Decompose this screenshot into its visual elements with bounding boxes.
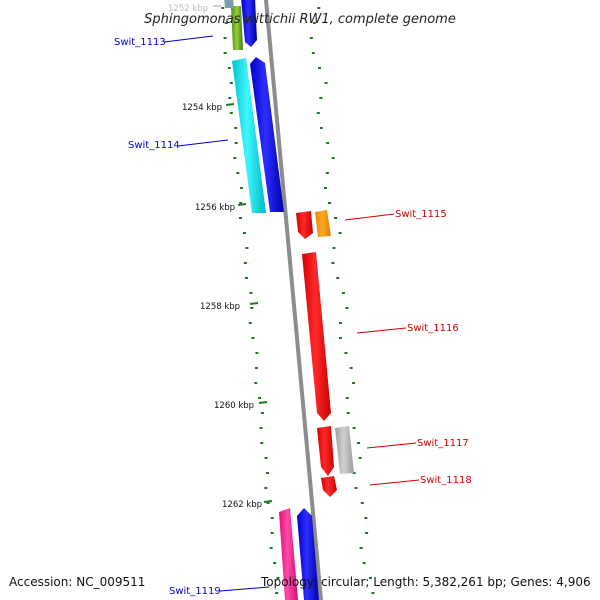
gene-label-swit-1118[interactable]: Swit_1118 (420, 475, 472, 486)
gc-content-track-inner (221, 7, 280, 594)
reverse-strand-features (296, 210, 354, 497)
scale-tick-label: 1258 kbp (200, 302, 240, 312)
scale-tick-mark (225, 103, 235, 106)
feature-gray-swit-1113-region (224, 0, 234, 8)
gene-swit-1116-arrow[interactable] (302, 252, 331, 421)
scale-tick-mark (237, 203, 247, 206)
genome-title: Sphingomonas wittichii RW1, complete gen… (144, 12, 456, 27)
genome-backbone (264, 0, 323, 600)
feature-gray-swit-1117-region[interactable] (335, 426, 354, 474)
scale-ticks: 1252 kbp 1254 kbp 1256 kbp 1258 kbp 1260… (168, 4, 273, 510)
scale-tick-label: 1260 kbp (214, 401, 254, 411)
scale-tick-mark (249, 302, 259, 305)
feature-green-swit-1113-region (231, 6, 243, 50)
gene-swit-1113-arrow[interactable] (241, 0, 257, 47)
leader-line (163, 35, 214, 43)
gene-label-swit-1116[interactable]: Swit_1116 (407, 323, 459, 334)
gene-label-swit-1119[interactable]: Swit_1119 (169, 586, 221, 597)
leader-line (356, 327, 407, 334)
scale-tick-mark (263, 500, 273, 503)
feature-cyan-swit-1114-rrna[interactable] (232, 58, 266, 213)
gene-label-swit-1115[interactable]: Swit_1115 (395, 209, 447, 220)
gc-content-track-outer (309, 7, 375, 594)
gene-labels: Swit_1113 Swit_1114 Swit_1115 Swit_1116 … (114, 35, 472, 597)
leader-line (177, 139, 229, 147)
gene-label-swit-1114[interactable]: Swit_1114 (128, 140, 180, 151)
feature-orange-swit-1115-region[interactable] (315, 210, 331, 237)
leader-line (344, 213, 395, 221)
scale-tick-mark (258, 401, 268, 404)
leader-line (366, 442, 417, 449)
leader-line (369, 479, 420, 486)
topology-summary: Topology: circular; Length: 5,382,261 bp… (261, 575, 591, 589)
accession-label: Accession: NC_009511 (9, 575, 146, 589)
gene-swit-1119-arrow[interactable] (297, 508, 319, 600)
gene-swit-1114-arrow[interactable] (250, 57, 284, 212)
scale-tick-label: 1254 kbp (182, 103, 222, 113)
gene-label-swit-1117[interactable]: Swit_1117 (417, 438, 469, 449)
scale-tick-label: 1262 kbp (222, 500, 262, 510)
gene-label-swit-1113[interactable]: Swit_1113 (114, 37, 166, 48)
feature-pink-swit-1119-region[interactable] (279, 508, 298, 600)
gene-swit-1117-arrow[interactable] (317, 426, 334, 476)
scale-tick-label: 1252 kbp (168, 4, 208, 14)
gene-swit-1118-arrow[interactable] (321, 476, 337, 497)
leader-line (219, 586, 270, 592)
forward-strand-features (224, 0, 319, 600)
gene-swit-1115-arrow[interactable] (296, 211, 313, 239)
scale-tick-label: 1256 kbp (195, 203, 235, 213)
